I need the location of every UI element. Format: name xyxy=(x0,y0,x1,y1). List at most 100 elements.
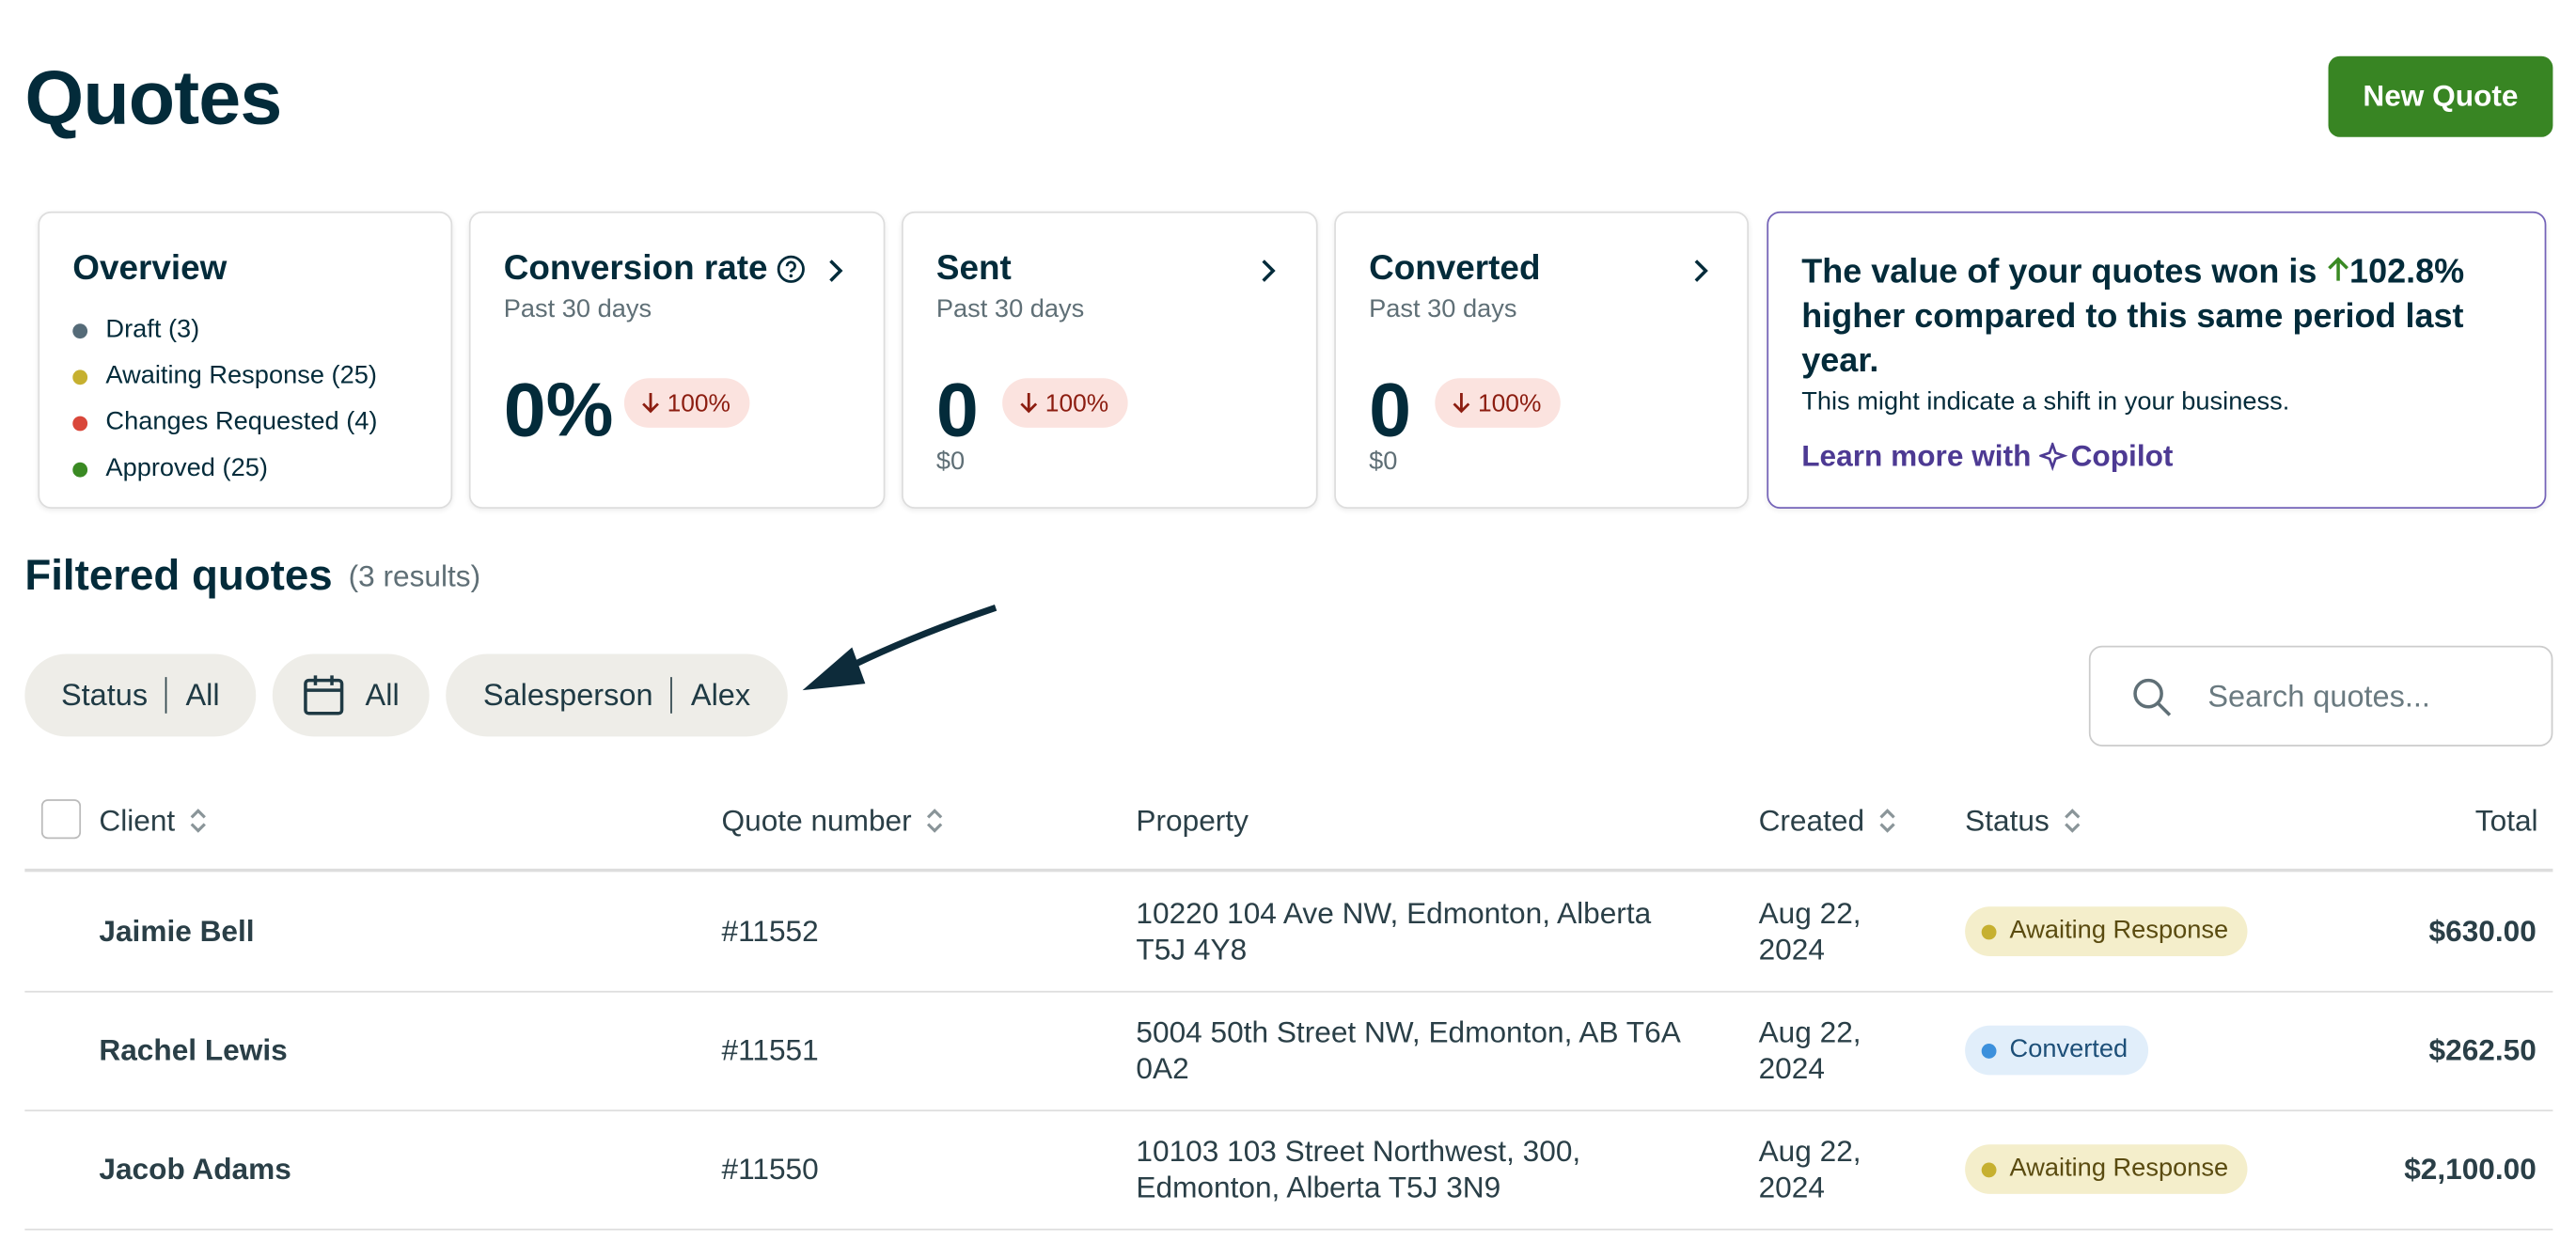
calendar-icon xyxy=(304,675,344,715)
column-header: Total xyxy=(2475,803,2538,840)
change-badge: 100% xyxy=(1435,378,1562,428)
created-date: Aug 22, 2024 xyxy=(1758,1015,1861,1085)
column-label: Client xyxy=(99,803,176,837)
filter-value: All xyxy=(365,677,400,713)
property: 10220 104 Ave NW, Edmonton, Alberta T5J … xyxy=(1136,896,1652,967)
help-icon[interactable] xyxy=(777,254,807,284)
metric-value: 0 xyxy=(1369,366,1412,453)
column-label: Created xyxy=(1758,803,1865,837)
quote-number: #11550 xyxy=(721,1152,819,1186)
quote-number: #11552 xyxy=(721,914,819,948)
metric-value: 0% xyxy=(503,366,614,453)
sort-icon xyxy=(2065,809,2081,833)
status-cell: Awaiting Response xyxy=(1965,872,2249,990)
new-quote-button[interactable]: New Quote xyxy=(2328,55,2553,137)
search-box[interactable]: Search quotes... xyxy=(2088,645,2553,747)
column-header: Property xyxy=(1136,803,1248,840)
card-subtitle: Past 30 days xyxy=(503,295,652,324)
total: $262.50 xyxy=(2428,1032,2537,1066)
client-name: Rachel Lewis xyxy=(99,1032,288,1066)
status-cell: Awaiting Response xyxy=(1965,1109,2249,1228)
chevron-icon xyxy=(1262,259,1276,282)
change-text: 100% xyxy=(1045,388,1109,417)
column-header[interactable]: Status xyxy=(1965,803,2082,840)
link-text: Learn more with xyxy=(1801,439,2032,473)
table-row[interactable]: Rachel Lewis #11551 5004 50th Street NW, E… xyxy=(24,991,2553,1112)
sparkle-icon xyxy=(2039,441,2068,471)
card-title: Sent xyxy=(935,249,1012,288)
status-badge: Converted xyxy=(1965,1025,2148,1076)
created-date: Aug 22, 2024 xyxy=(1758,896,1861,967)
client-name: Jaimie Bell xyxy=(99,914,255,948)
column-header[interactable]: Created xyxy=(1759,803,1898,840)
annotation-arrow xyxy=(802,605,997,691)
page-title: Quotes xyxy=(24,54,282,141)
headline-text: The value of your quotes won is xyxy=(1801,252,2317,291)
copilot-link[interactable]: Learn more with Copilot xyxy=(1801,439,2173,474)
metric-amount: $0 xyxy=(1369,447,1398,476)
column-label: Status xyxy=(1965,803,2050,837)
card-title: Converted xyxy=(1369,249,1541,288)
chevron-icon xyxy=(1694,259,1708,282)
metric-amount: $0 xyxy=(935,447,966,476)
metric-card[interactable]: Conversion rate Past 30 days 0% 100% xyxy=(468,211,886,509)
overview-card: Overview Draft (3) Awaiting Response (25… xyxy=(38,211,453,509)
legend-text: Draft (3) xyxy=(105,315,200,344)
card-subtitle: Past 30 days xyxy=(1369,295,1517,324)
status-text: Awaiting Response xyxy=(2009,1154,2229,1183)
salesperson-filter[interactable]: Salesperson Alex xyxy=(446,653,788,737)
change-badge: 100% xyxy=(623,378,751,428)
legend-item: Draft (3) xyxy=(72,315,377,345)
table-row[interactable]: Jacob Adams #11550 10103 103 Street Northw… xyxy=(24,1109,2553,1231)
change-text: 100% xyxy=(667,388,730,417)
chevron-icon xyxy=(829,259,843,282)
filter-label: Status xyxy=(60,677,149,713)
quote-number: #11551 xyxy=(721,1032,819,1066)
header-divider xyxy=(24,868,2553,873)
status-text: Converted xyxy=(2009,1035,2128,1064)
status-badge: Awaiting Response xyxy=(1965,1144,2249,1194)
legend-text: Awaiting Response (25) xyxy=(105,361,377,390)
section-title: Filtered quotes xyxy=(24,549,333,600)
date-filter[interactable]: All xyxy=(272,653,430,737)
status-filter[interactable]: Status All xyxy=(24,653,257,737)
up-arrow-icon xyxy=(2327,257,2348,281)
legend-item: Awaiting Response (25) xyxy=(72,362,377,392)
metric-value: 0 xyxy=(935,366,979,453)
headline-text: higher compared to this same period last… xyxy=(1801,297,2464,380)
metric-card[interactable]: Sent Past 30 days 0 100% $0 xyxy=(901,211,1318,509)
brand-text: Copilot xyxy=(2070,439,2174,473)
filter-label: Salesperson xyxy=(482,677,653,713)
client-name: Jacob Adams xyxy=(99,1152,291,1186)
select-all-checkbox[interactable] xyxy=(40,799,82,840)
sort-icon xyxy=(1879,809,1895,833)
status-dot xyxy=(1981,923,1997,939)
search-placeholder: Search quotes... xyxy=(2207,678,2430,713)
status-cell: Converted xyxy=(1965,991,2148,1109)
status-text: Awaiting Response xyxy=(2009,916,2229,945)
column-header[interactable]: Client xyxy=(99,803,208,840)
column-header[interactable]: Quote number xyxy=(722,803,945,840)
total: $2,100.00 xyxy=(2404,1152,2537,1186)
total: $630.00 xyxy=(2428,914,2537,948)
result-count: (3 results) xyxy=(348,559,481,593)
created-date: Aug 22, 2024 xyxy=(1758,1134,1861,1204)
insight-card: The value of your quotes won is 102.8% h… xyxy=(1767,211,2547,509)
metric-card[interactable]: Converted Past 30 days 0 100% $0 xyxy=(1334,211,1750,509)
insight-body: This might indicate a shift in your busi… xyxy=(1801,387,2290,417)
sort-icon xyxy=(927,809,943,833)
column-label: Property xyxy=(1136,803,1249,837)
status-dot xyxy=(1981,1161,1997,1177)
card-title: Overview xyxy=(72,249,228,288)
insight-headline: The value of your quotes won is 102.8% h… xyxy=(1801,249,2511,383)
property: 10103 103 Street Northwest, 300, Edmonto… xyxy=(1136,1134,1581,1204)
legend-item: Changes Requested (4) xyxy=(72,408,377,438)
card-title: Conversion rate xyxy=(503,249,768,288)
property: 5004 50th Street NW, Edmonton, AB T6A 0A… xyxy=(1136,1015,1680,1085)
search-icon xyxy=(2133,678,2172,715)
filter-value: Alex xyxy=(690,677,751,713)
table-row[interactable]: Jaimie Bell #11552 10220 104 Ave NW, Edmon… xyxy=(24,872,2553,993)
sort-icon xyxy=(190,809,206,833)
